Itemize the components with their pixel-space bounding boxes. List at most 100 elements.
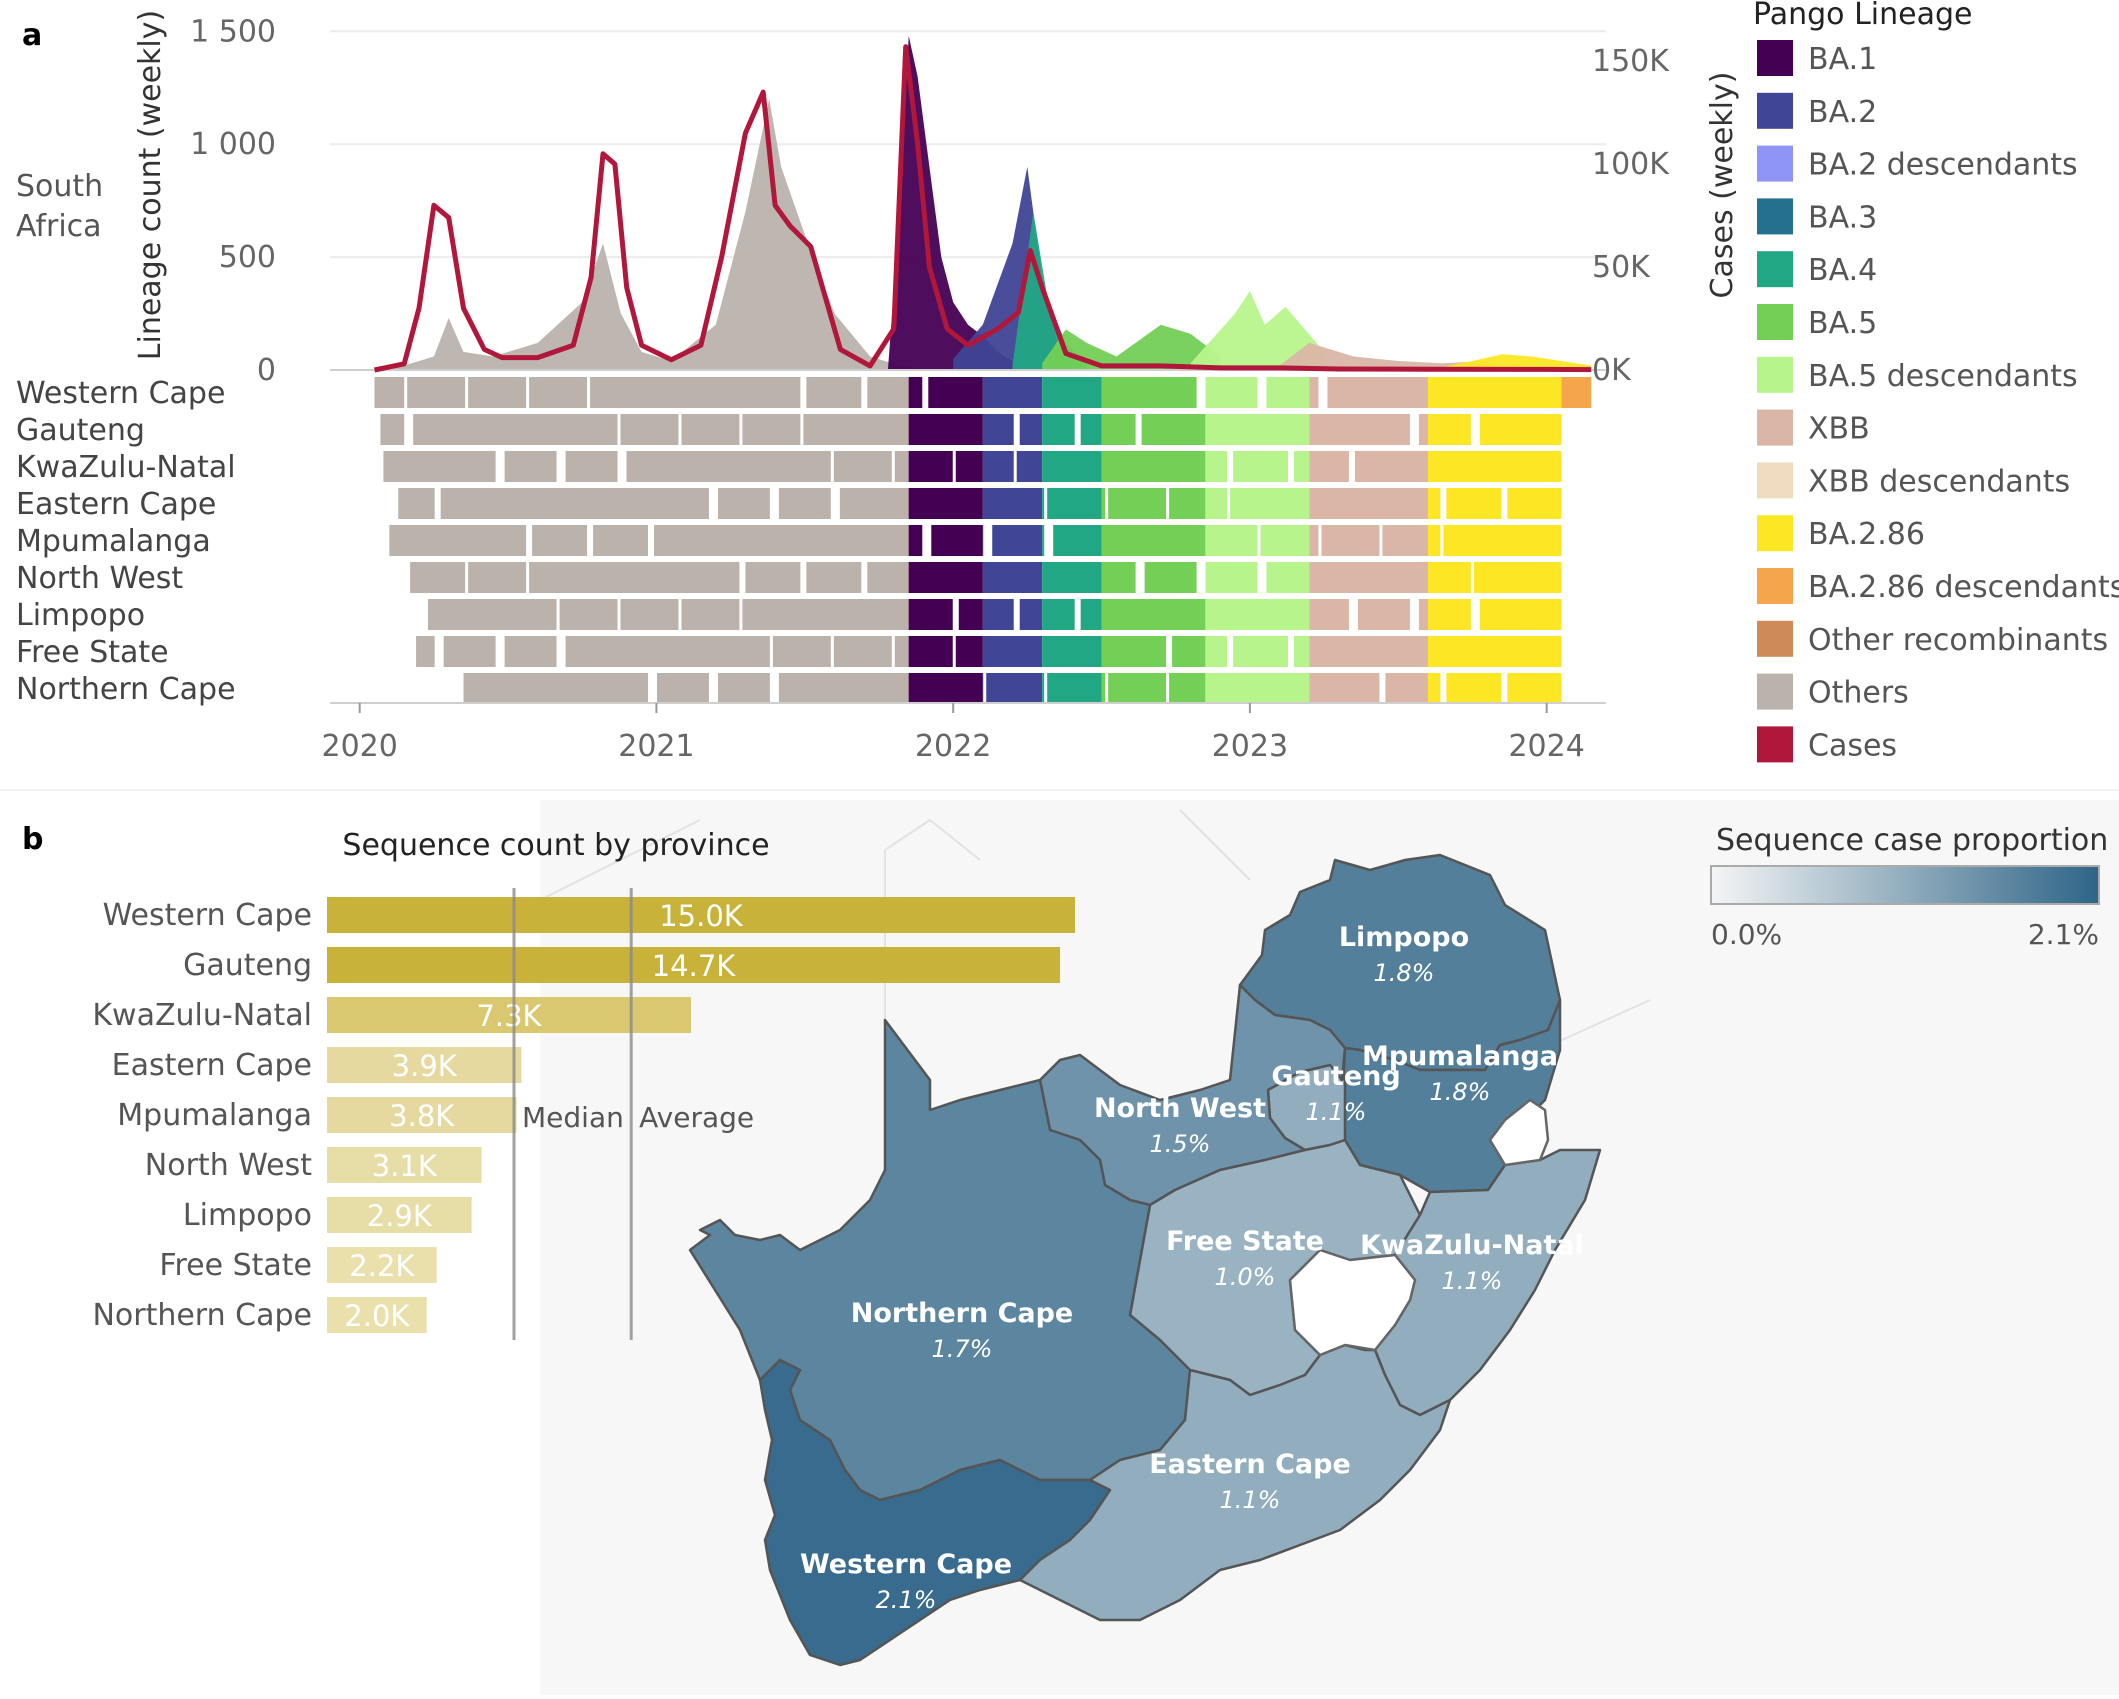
heatmap-row-label: Mpumalanga [16,524,211,559]
legend-label-ba-2: BA.2 [1808,95,1877,130]
country-eswatini [1488,1098,1550,1167]
heatmap-gap [983,673,987,704]
legend-label-other-recombinants: Other recombinants [1808,623,2108,658]
heatmap-row-label: Northern Cape [16,672,236,707]
bar-category-label: Eastern Cape [112,1048,312,1083]
heatmap-gap [952,451,956,482]
map-pct-kwazulu-natal: 1.1% [1442,1267,1503,1295]
heatmap-cell-ba-2-86 [1427,488,1562,519]
map-legend-min: 0.0% [1711,918,1782,951]
bar-value-label: 2.0K [344,1299,410,1333]
heatmap-cell-ba-2-86 [1427,673,1562,704]
heatmap-gap [1135,562,1145,593]
province-eastern-cape [1018,1343,1452,1622]
bar-value-label: 2.2K [349,1249,415,1283]
heatmap-gap [769,636,773,667]
heatmap-cell-ba-5 [1101,636,1206,667]
bar-value-label: 3.8K [389,1099,455,1133]
heatmap-gap [617,414,621,445]
heatmap-cell-ba-2 [982,451,1043,482]
heatmap-cell-xbb [1309,414,1428,445]
heatmap-gap [891,636,895,667]
area-grid [330,30,1606,371]
heatmap-gap [708,673,718,704]
x-tick-label: 2024 [1508,729,1584,764]
heatmap-gap [1288,451,1295,482]
heatmap-gap [1135,414,1142,445]
heatmap-cell-ba-1 [908,599,983,630]
map-pct-limpopo: 1.8% [1374,959,1435,987]
y-tick-label: 0 [257,353,276,388]
heatmap-gap [495,636,505,667]
legend-swatch-xbb [1757,409,1793,446]
heatmap-gap [526,525,533,556]
bar-chart-title: Sequence count by province [342,828,769,863]
heatmap-cell-ba-5-descendants [1205,488,1310,519]
legend-swatch-ba-5 [1757,304,1793,340]
heatmap-gap [587,377,591,408]
heatmap-gap [1470,562,1474,593]
map-legend-gradient [1710,865,2100,905]
heatmap-gap [739,599,743,630]
heatmap-gap [891,451,895,482]
heatmap-cell-ba-5 [1101,525,1206,556]
heatmap-gap [1318,525,1322,556]
heatmap-gap [1166,488,1170,519]
heatmap-cell-ba-5-descendants [1205,673,1310,704]
heatmap-gap [1379,673,1386,704]
heatmap-cell-others [410,562,909,593]
heatmap-gap [769,488,779,519]
heatmap-row-label: Free State [16,635,169,670]
legend-label-ba-3: BA.3 [1808,200,1877,235]
heatmap-gap [617,451,627,482]
map-label-north-west: North West [1094,1093,1266,1124]
y-tick-label: 1 000 [190,127,276,162]
province-map [688,853,1602,1667]
heatmap-gap [404,562,408,593]
heatmap-gap [922,525,932,556]
heatmap-cell-ba-5-descendants [1205,599,1310,630]
heatmap-gap [1501,673,1508,704]
map-label-northern-cape: Northern Cape [851,1298,1074,1329]
heatmap-cell-ba-2 [982,636,1043,667]
bar-category-label: North West [145,1148,312,1183]
province-labels: Limpopo 1.8% Mpumalanga 1.8% Gauteng 1.1% Nort… [800,922,1584,1614]
area-xbb [1279,342,1488,370]
heatmap-cell-ba-4 [1042,414,1102,445]
x-tick-label: 2023 [1212,729,1288,764]
legend-label-ba-5: BA.5 [1808,306,1877,341]
heatmap-gap [1105,488,1109,519]
heatmap-gap [1501,488,1508,519]
bar-free-state [327,1247,437,1283]
legend-swatch-ba-2-86-descendants [1757,568,1793,604]
heatmap-gap [1409,599,1419,630]
legend-label-ba-1: BA.1 [1808,42,1877,77]
province-heatmap: Western CapeGautengKwaZulu-NatalEastern … [16,376,1606,764]
heatmap-cell-ba-5-descendants [1205,414,1310,445]
bar-category-label: Northern Cape [92,1298,312,1333]
heatmap-gap [1440,673,1447,704]
heatmap-cell-others [380,414,909,445]
y2-tick-label: 100K [1592,147,1670,182]
heatmap-gap [404,377,408,408]
bar-category-label: Gauteng [183,948,312,983]
legend-label-cases: Cases [1808,728,1897,763]
heatmap-gap [1257,562,1267,593]
heatmap-cell-ba-5 [1101,599,1206,630]
heatmap-cell-ba-2-86 [1427,599,1562,630]
heatmap-cell-ba-4 [1042,673,1102,704]
heatmap-gap [465,562,469,593]
heatmap-gap [1105,673,1109,704]
heatmap-gap [861,377,868,408]
heatmap-gap [587,525,594,556]
legend-swatch-ba-2 [1757,92,1793,129]
heatmap-gap [465,377,469,408]
map-pct-mpumalanga: 1.8% [1430,1078,1491,1106]
heatmap-gap [556,599,560,630]
bar-western-cape [327,897,1075,933]
country-lesotho [1288,1248,1417,1357]
heatmap-cell-xbb [1309,525,1428,556]
bar-value-label: 3.1K [372,1149,438,1183]
legend-swatch-ba-1 [1757,40,1793,76]
